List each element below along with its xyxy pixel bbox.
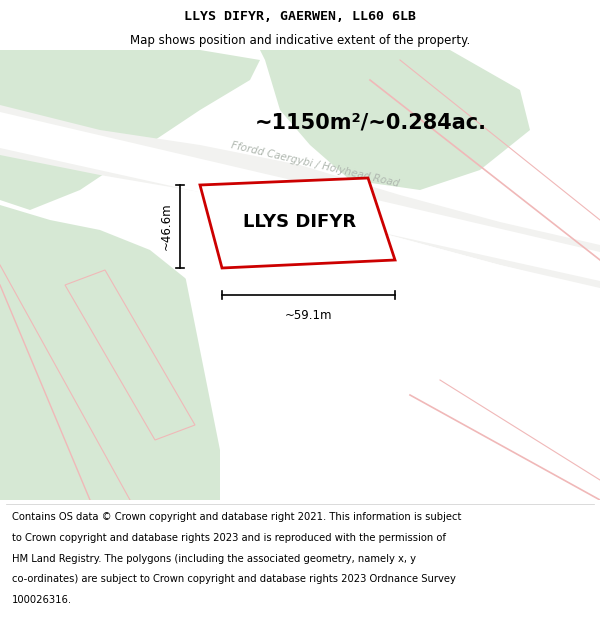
Text: Contains OS data © Crown copyright and database right 2021. This information is : Contains OS data © Crown copyright and d… [12,512,461,522]
Text: ~1150m²/~0.284ac.: ~1150m²/~0.284ac. [255,112,487,132]
Polygon shape [180,190,600,500]
Polygon shape [0,50,260,210]
Text: ~46.6m: ~46.6m [160,202,173,250]
Text: HM Land Registry. The polygons (including the associated geometry, namely x, y: HM Land Registry. The polygons (includin… [12,554,416,564]
Polygon shape [260,50,530,190]
Text: to Crown copyright and database rights 2023 and is reproduced with the permissio: to Crown copyright and database rights 2… [12,533,446,543]
Text: Ffordd Caergybi / Holyhead Road: Ffordd Caergybi / Holyhead Road [230,141,400,189]
Text: LLYS DIFYR: LLYS DIFYR [244,213,356,231]
Text: ~59.1m: ~59.1m [285,309,332,322]
Polygon shape [200,178,395,268]
Text: Map shows position and indicative extent of the property.: Map shows position and indicative extent… [130,34,470,47]
Polygon shape [0,112,600,281]
Text: LLYS DIFYR, GAERWEN, LL60 6LB: LLYS DIFYR, GAERWEN, LL60 6LB [184,10,416,23]
Polygon shape [0,105,600,288]
Text: 100026316.: 100026316. [12,595,72,605]
Polygon shape [0,205,310,500]
Text: co-ordinates) are subject to Crown copyright and database rights 2023 Ordnance S: co-ordinates) are subject to Crown copyr… [12,574,456,584]
